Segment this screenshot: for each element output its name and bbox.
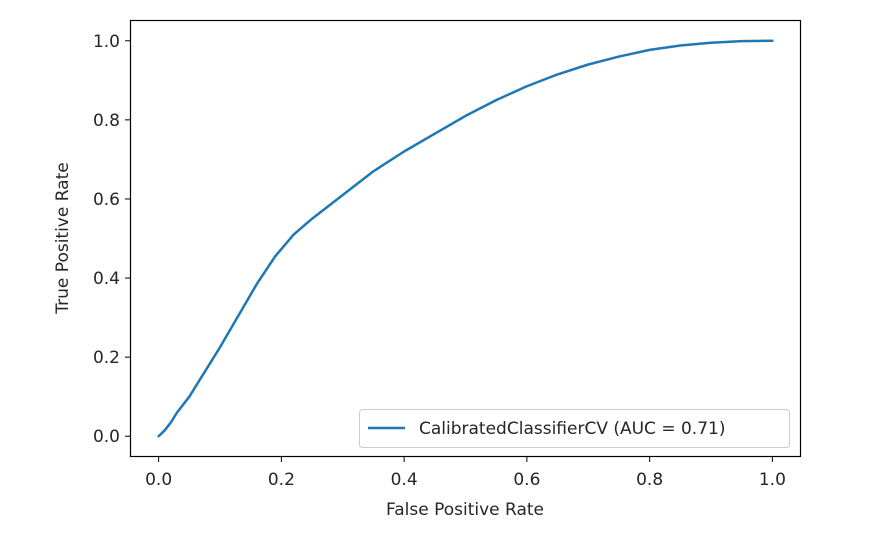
y-tick-label: 0.0 xyxy=(93,427,120,447)
x-tick-label: 0.0 xyxy=(145,470,172,490)
legend-box xyxy=(359,409,790,448)
x-tick-label: 0.6 xyxy=(513,470,540,490)
legend-label: CalibratedClassifierCV (AUC = 0.71) xyxy=(419,419,725,439)
legend: CalibratedClassifierCV (AUC = 0.71) xyxy=(359,409,790,448)
roc-curve-line xyxy=(157,39,774,438)
y-tick-label: 0.8 xyxy=(93,111,120,131)
plot-area xyxy=(157,39,774,438)
y-tick-label: 0.4 xyxy=(93,269,120,289)
x-tick-label: 1.0 xyxy=(759,470,786,490)
x-tick-label: 0.4 xyxy=(391,470,418,490)
x-axis: 0.0 0.2 0.4 0.6 0.8 1.0 xyxy=(145,456,786,490)
y-axis-label: True Positive Rate xyxy=(53,162,73,314)
x-tick-label: 0.2 xyxy=(268,470,295,490)
x-axis-label: False Positive Rate xyxy=(386,500,544,520)
y-tick-label: 0.2 xyxy=(93,348,120,368)
y-axis: 0.0 0.2 0.4 0.6 0.8 1.0 xyxy=(93,32,131,447)
y-tick-label: 1.0 xyxy=(93,32,120,52)
x-tick-label: 0.8 xyxy=(636,470,663,490)
y-tick-label: 0.6 xyxy=(93,190,120,210)
axes-frame xyxy=(129,19,802,458)
